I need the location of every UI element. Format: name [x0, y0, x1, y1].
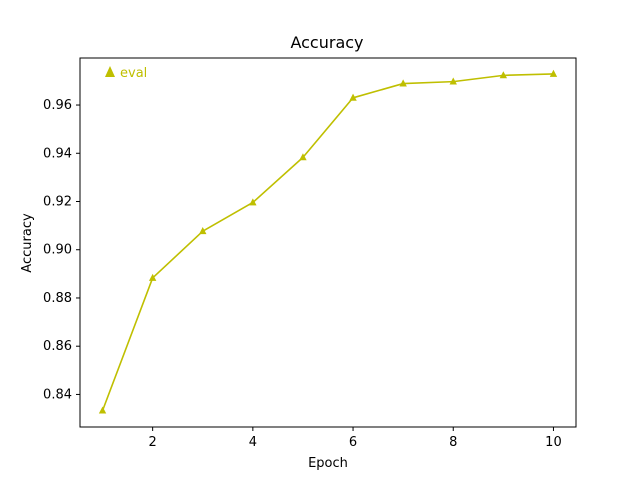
chart-title: Accuracy	[290, 33, 363, 52]
y-tick-label: 0.86	[43, 339, 72, 354]
x-axis-label: Epoch	[308, 456, 348, 471]
legend-label-eval: eval	[120, 66, 147, 81]
plot-frame	[79, 57, 577, 428]
data-point-marker	[549, 69, 558, 77]
y-tick-label: 0.92	[43, 195, 72, 210]
y-tick-label: 0.96	[43, 98, 72, 113]
data-point-marker	[349, 93, 357, 101]
y-axis-ticks: 0.84 0.86 0.88 0.90 0.92 0.94 0.96	[43, 98, 80, 402]
series-layer	[98, 69, 558, 414]
y-tick-label: 0.94	[43, 146, 72, 161]
x-tick-label: 8	[449, 435, 457, 450]
data-point-marker	[249, 198, 257, 206]
data-point-marker	[449, 77, 457, 85]
x-tick-label: 2	[149, 435, 157, 450]
x-tick-label: 4	[249, 435, 257, 450]
series-line-eval	[101, 73, 555, 412]
y-axis-label: Accuracy	[20, 213, 35, 273]
data-point-marker	[399, 79, 407, 87]
y-tick-label: 0.88	[43, 291, 72, 306]
data-point-marker	[299, 153, 307, 161]
y-tick-label: 0.84	[43, 387, 72, 402]
x-tick-label: 6	[349, 435, 357, 450]
x-axis-ticks: 2 4 6 8 10	[149, 427, 562, 450]
data-point-marker	[148, 273, 157, 281]
legend: eval	[105, 66, 147, 81]
legend-marker-eval	[105, 66, 115, 77]
data-point-marker	[499, 71, 508, 79]
data-point-marker	[98, 406, 107, 414]
x-tick-label: 10	[545, 435, 562, 450]
data-point-marker	[199, 227, 207, 235]
y-tick-label: 0.90	[43, 243, 72, 258]
